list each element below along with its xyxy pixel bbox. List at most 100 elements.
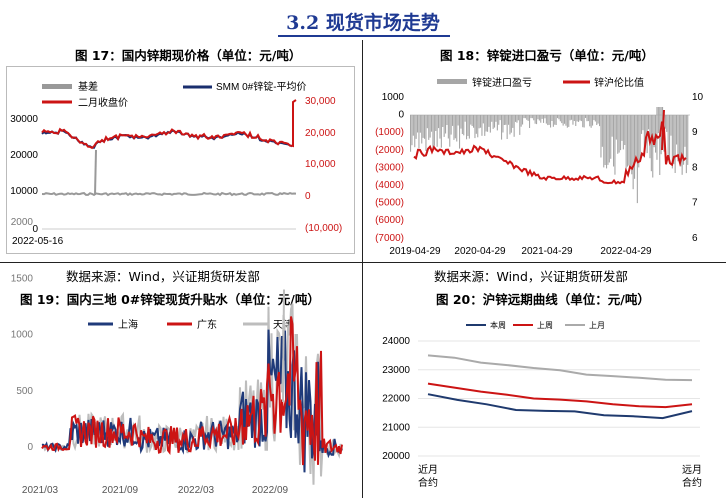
- fig18-profit-bar: [522, 115, 524, 125]
- fig18-profit-bar: [432, 115, 434, 149]
- fig18-profit-bar: [453, 115, 455, 140]
- fig18-profit-bar: [484, 115, 486, 136]
- fig19-x-tick: 2021/03: [22, 485, 59, 496]
- fig18-profit-bar: [587, 115, 589, 122]
- fig20-title: 图 20：沪锌远期曲线（单位：元/吨）: [436, 292, 650, 307]
- fig18-profit-bar: [601, 115, 603, 147]
- fig18-profit-bar: [564, 115, 566, 124]
- fig18-profit-bar: [569, 115, 571, 121]
- fig18-profit-bar: [594, 115, 596, 122]
- fig18-profit-bar: [519, 115, 521, 135]
- fig18-profit-bar: [429, 115, 431, 138]
- fig18-profit-bar: [477, 115, 479, 138]
- fig18-profit-bar: [653, 115, 655, 148]
- fig18-profit-bar: [502, 115, 504, 133]
- fig18-profit-bar: [540, 115, 542, 123]
- fig20-series-line: [427, 354, 693, 382]
- fig18-profit-bar: [687, 115, 689, 165]
- fig18-profit-bar: [666, 115, 668, 132]
- fig19-x-tick: 2022/09: [252, 485, 289, 496]
- fig18-profit-bar: [635, 115, 637, 163]
- fig18-profit-bar: [674, 115, 676, 173]
- fig18-profit-bar: [596, 115, 598, 125]
- fig18-profit-bar: [445, 115, 447, 134]
- fig18-profit-bar: [424, 115, 426, 139]
- fig17-left-tick: 30000: [10, 114, 38, 125]
- fig18-profit-bar: [418, 115, 420, 149]
- fig18-profit-bar: [565, 115, 567, 126]
- fig18-profit-bar: [520, 115, 522, 127]
- fig18-profit-bar: [422, 115, 424, 138]
- fig18-profit-bar: [436, 115, 438, 147]
- fig18-profit-bar: [580, 115, 582, 122]
- fig18-profit-bar: [648, 115, 650, 130]
- fig18-profit-bar: [606, 115, 608, 169]
- fig20-series-line: [427, 382, 693, 409]
- fig18-profit-bar: [487, 115, 489, 132]
- fig18-profit-bar: [614, 115, 616, 175]
- fig18-profit-bar: [545, 115, 547, 124]
- fig18-profit-bar: [667, 115, 669, 160]
- fig17-source: 数据来源：Wind，兴证期货研发部: [66, 269, 260, 284]
- fig18-left-tick: 1000: [382, 92, 405, 103]
- fig18-profit-bar: [685, 115, 687, 174]
- fig17-right-tick: 30,000: [305, 96, 336, 107]
- fig17-x-tick-0: 2022-05-16: [12, 236, 64, 247]
- fig18-profit-bar: [604, 115, 606, 165]
- fig18-profit-bar: [632, 115, 634, 190]
- fig19-y-tick: 1000: [11, 330, 34, 341]
- fig18-profit-bar: [673, 115, 675, 165]
- legend-basis-swatch: [42, 84, 72, 89]
- fig18-profit-bar: [618, 115, 620, 153]
- fig18-profit-bar: [461, 115, 463, 134]
- fig17-right-tick: 20,000: [305, 128, 336, 139]
- fig18-profit-bar: [669, 115, 671, 161]
- fig18-profit-bar: [438, 115, 440, 129]
- fig18-profit-bar: [415, 115, 417, 139]
- fig17-futures-line: [41, 99, 297, 150]
- fig18-profit-bar: [417, 115, 419, 133]
- fig18-left-tick: 0: [398, 110, 404, 121]
- fig18-profit-bar: [480, 115, 482, 128]
- fig18-profit-bar: [627, 115, 629, 167]
- fig17-left-tick: 10000: [10, 186, 38, 197]
- fig18-profit-bar: [617, 115, 619, 154]
- fig18-profit-bar: [491, 115, 493, 122]
- fig18-profit-bar: [534, 115, 536, 124]
- fig18-x-tick: 2022-04-29: [600, 246, 652, 257]
- vertical-divider: [362, 40, 363, 498]
- fig18-profit-bar: [683, 115, 685, 165]
- fig18-profit-bar: [680, 115, 682, 167]
- fig18-profit-bar: [559, 115, 561, 122]
- fig18-profit-bar: [600, 115, 602, 158]
- fig18-profit-bar: [446, 115, 448, 125]
- fig19-y-tick: 2000: [11, 217, 34, 228]
- fig18-profit-bar: [681, 115, 683, 175]
- fig18-left-tick: (4000): [375, 180, 404, 191]
- fig18-profit-bar: [572, 115, 574, 125]
- fig18-profit-bar: [541, 115, 543, 119]
- fig18-profit-bar: [431, 115, 433, 132]
- fig18-profit-bar: [544, 115, 546, 119]
- fig20-y-tick: 23000: [382, 365, 410, 376]
- fig18-profit-bar: [474, 115, 476, 139]
- fig18-right-tick: 8: [692, 162, 698, 173]
- fig18-profit-bar: [593, 115, 595, 121]
- fig18-profit-bar: [460, 115, 462, 129]
- fig18-profit-bar: [536, 115, 538, 125]
- fig18-profit-bar: [450, 115, 452, 135]
- fig18-profit-bar: [428, 115, 430, 140]
- fig18-profit-bar: [459, 115, 461, 149]
- legend-futures: 二月收盘价: [78, 96, 128, 109]
- fig17-left-tick: 20000: [10, 150, 38, 161]
- fig18-profit-bar: [501, 115, 503, 140]
- fig20-y-tick: 22000: [382, 394, 410, 405]
- fig19-guangdong-line: [41, 316, 343, 466]
- fig18-profit-bar: [592, 115, 594, 126]
- fig18-profit-bar: [482, 115, 484, 124]
- fig18-profit-bar: [515, 115, 517, 122]
- fig18-profit-bar: [499, 115, 501, 121]
- fig17-left-tick: 0: [32, 224, 38, 235]
- fig20-legend-label: 上月: [589, 321, 605, 330]
